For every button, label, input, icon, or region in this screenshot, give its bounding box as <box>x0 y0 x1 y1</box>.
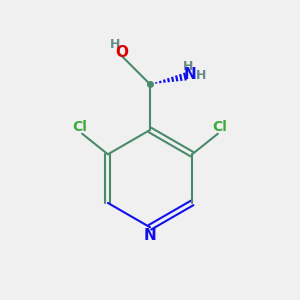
Text: H: H <box>110 38 120 51</box>
Text: N: N <box>184 67 196 82</box>
Text: O: O <box>115 45 128 60</box>
Text: H: H <box>183 60 193 73</box>
Text: N: N <box>144 228 156 243</box>
Text: Cl: Cl <box>72 120 87 134</box>
Text: H: H <box>196 69 206 82</box>
Text: Cl: Cl <box>213 120 228 134</box>
